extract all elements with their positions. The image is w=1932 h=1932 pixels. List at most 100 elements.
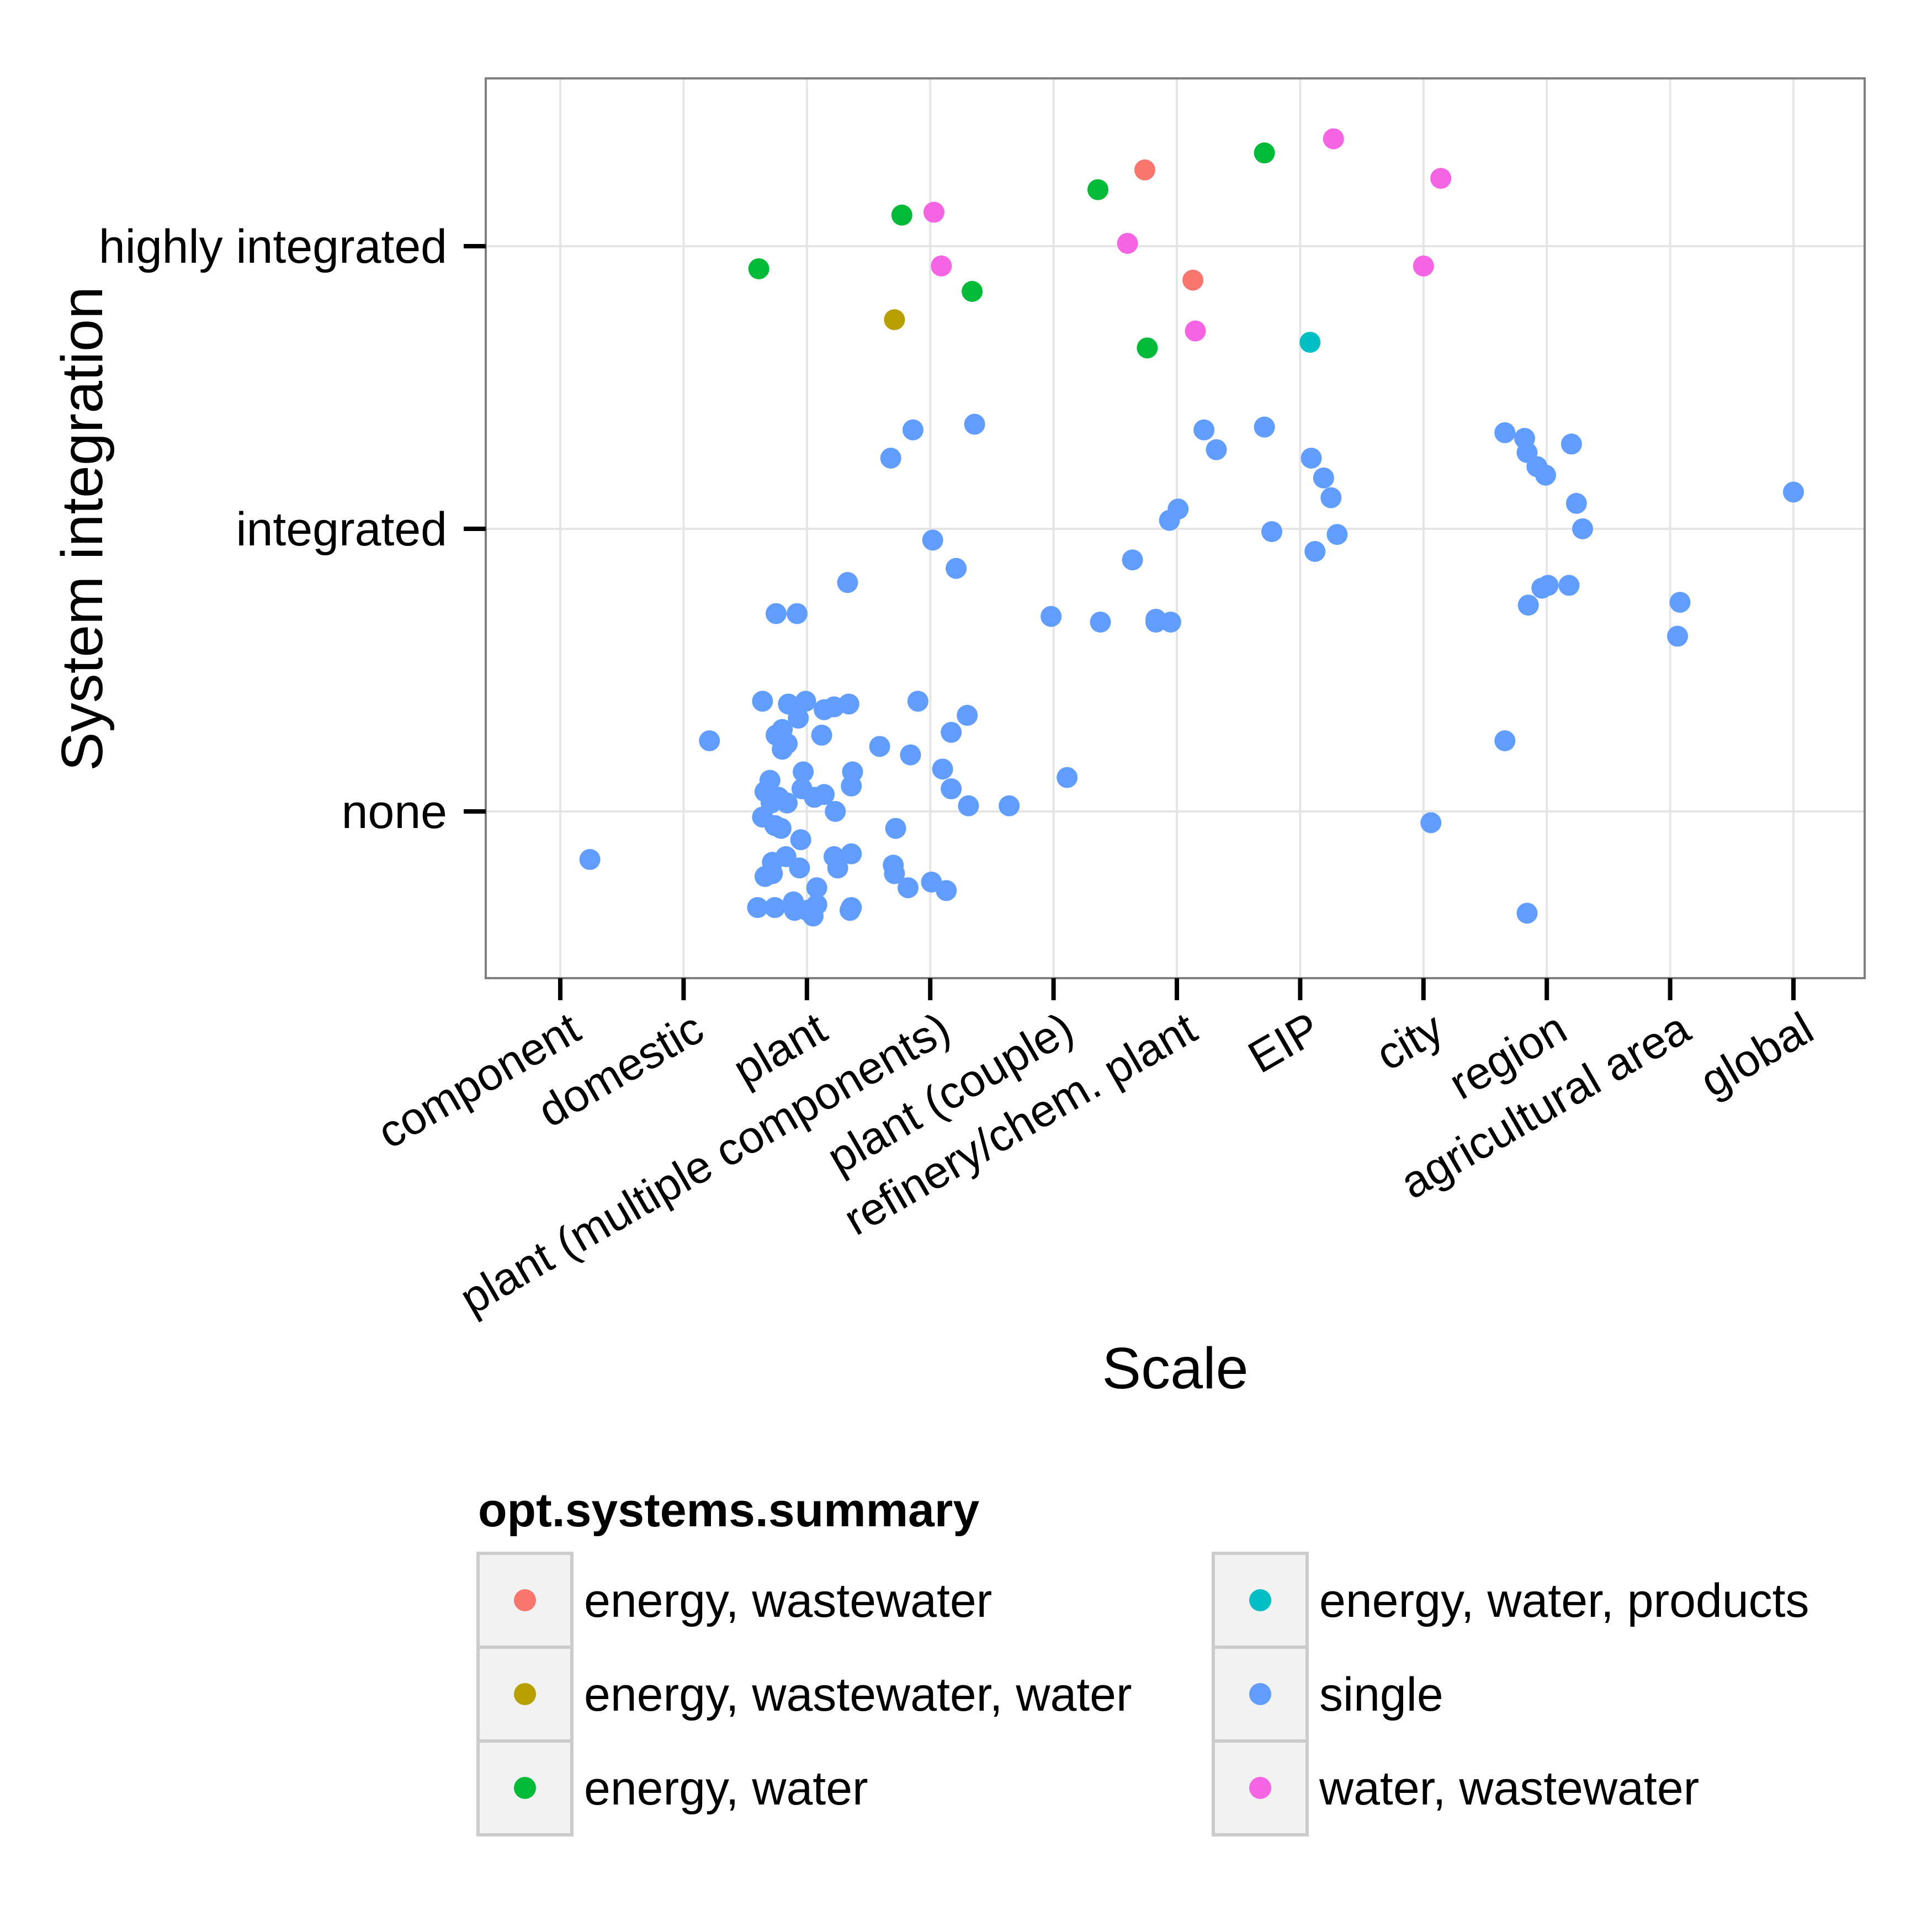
- legend-title: opt.systems.summary: [478, 1484, 979, 1537]
- data-point: [946, 558, 967, 579]
- data-point: [1304, 540, 1326, 562]
- data-point: [900, 744, 921, 766]
- data-point: [1494, 730, 1516, 751]
- legend-label: energy, wastewater: [584, 1574, 992, 1627]
- data-point: [1134, 159, 1155, 181]
- data-point: [1137, 337, 1158, 359]
- data-point: [897, 877, 919, 899]
- data-point: [1516, 903, 1538, 924]
- data-point: [788, 708, 809, 729]
- data-point: [923, 201, 944, 223]
- data-point: [880, 448, 901, 469]
- data-point: [1057, 767, 1078, 788]
- data-point: [838, 693, 859, 715]
- x-axis-title: Scale: [1102, 1336, 1248, 1401]
- data-point: [1326, 524, 1348, 545]
- legend: opt.systems.summary energy, wastewater en…: [476, 1484, 1809, 1837]
- legend-swatch: [514, 1683, 536, 1705]
- data-point: [1041, 606, 1062, 627]
- legend-swatch: [1249, 1589, 1271, 1611]
- data-point: [1535, 464, 1556, 486]
- legend-swatch: [1249, 1683, 1271, 1705]
- data-point: [1193, 419, 1215, 440]
- data-point: [1206, 439, 1227, 460]
- data-point: [884, 309, 905, 331]
- data-point: [1299, 332, 1321, 353]
- data-point: [793, 761, 814, 783]
- data-point: [1254, 142, 1275, 164]
- data-point: [962, 280, 983, 302]
- grid-lines: [486, 78, 1865, 978]
- data-point: [958, 795, 979, 816]
- y-tick-label: none: [342, 785, 447, 838]
- data-point: [1261, 521, 1283, 543]
- data-point: [789, 857, 810, 879]
- data-point: [1494, 422, 1516, 443]
- data-point: [1167, 498, 1189, 520]
- data-point: [936, 880, 957, 901]
- legend-swatch: [1249, 1777, 1271, 1799]
- data-point: [1565, 492, 1587, 514]
- data-point: [777, 792, 798, 814]
- data-point: [1182, 269, 1204, 291]
- data-point: [1122, 549, 1143, 571]
- data-point: [1517, 595, 1539, 616]
- legend-label: energy, water, products: [1319, 1574, 1809, 1627]
- y-tick-label: highly integrated: [99, 220, 447, 273]
- data-point: [1320, 487, 1342, 508]
- data-point: [770, 818, 792, 839]
- legend-label: water, wastewater: [1319, 1762, 1699, 1815]
- legend-label: energy, water: [584, 1762, 868, 1815]
- data-point: [752, 691, 773, 712]
- data-point: [747, 897, 768, 919]
- data-point: [841, 843, 862, 864]
- data-point: [964, 413, 985, 435]
- data-point: [891, 204, 912, 226]
- data-point: [1145, 611, 1167, 633]
- data-point: [806, 877, 827, 899]
- data-point: [1420, 812, 1442, 834]
- data-point: [1087, 179, 1109, 200]
- y-axis: none integrated highly integrated: [99, 220, 486, 838]
- data-point: [1667, 625, 1689, 647]
- data-point: [748, 258, 769, 279]
- data-point: [922, 529, 943, 551]
- data-point: [1537, 575, 1559, 596]
- data-point: [699, 730, 720, 751]
- data-point: [837, 572, 858, 593]
- legend-label: single: [1319, 1668, 1443, 1721]
- data-point: [884, 863, 905, 884]
- data-point: [869, 736, 890, 757]
- data-point: [1561, 433, 1582, 455]
- data-point: [1160, 611, 1181, 633]
- data-point: [1558, 575, 1580, 596]
- y-axis-title: System integration: [50, 286, 115, 771]
- data-point: [885, 818, 906, 839]
- data-point: [931, 255, 952, 277]
- data-point: [902, 419, 923, 440]
- data-point: [1669, 592, 1691, 613]
- data-point: [772, 739, 793, 760]
- data-point: [1117, 232, 1138, 254]
- data-point: [790, 829, 811, 851]
- data-point: [764, 897, 785, 919]
- data-point: [932, 758, 953, 780]
- data-point: [841, 897, 862, 919]
- data-point: [941, 778, 962, 800]
- data-point: [1185, 320, 1206, 342]
- data-point: [795, 691, 816, 712]
- data-point: [802, 905, 824, 927]
- data-point: [579, 849, 601, 871]
- data-points: [579, 128, 1804, 927]
- data-point: [1323, 128, 1344, 150]
- data-point: [1090, 611, 1111, 633]
- data-point: [1413, 255, 1434, 277]
- data-point: [1430, 168, 1452, 189]
- legend-swatch: [514, 1777, 536, 1799]
- data-point: [811, 724, 832, 746]
- x-tick-label: EIP: [1240, 1003, 1328, 1083]
- data-point: [1254, 416, 1275, 438]
- data-point: [762, 863, 783, 884]
